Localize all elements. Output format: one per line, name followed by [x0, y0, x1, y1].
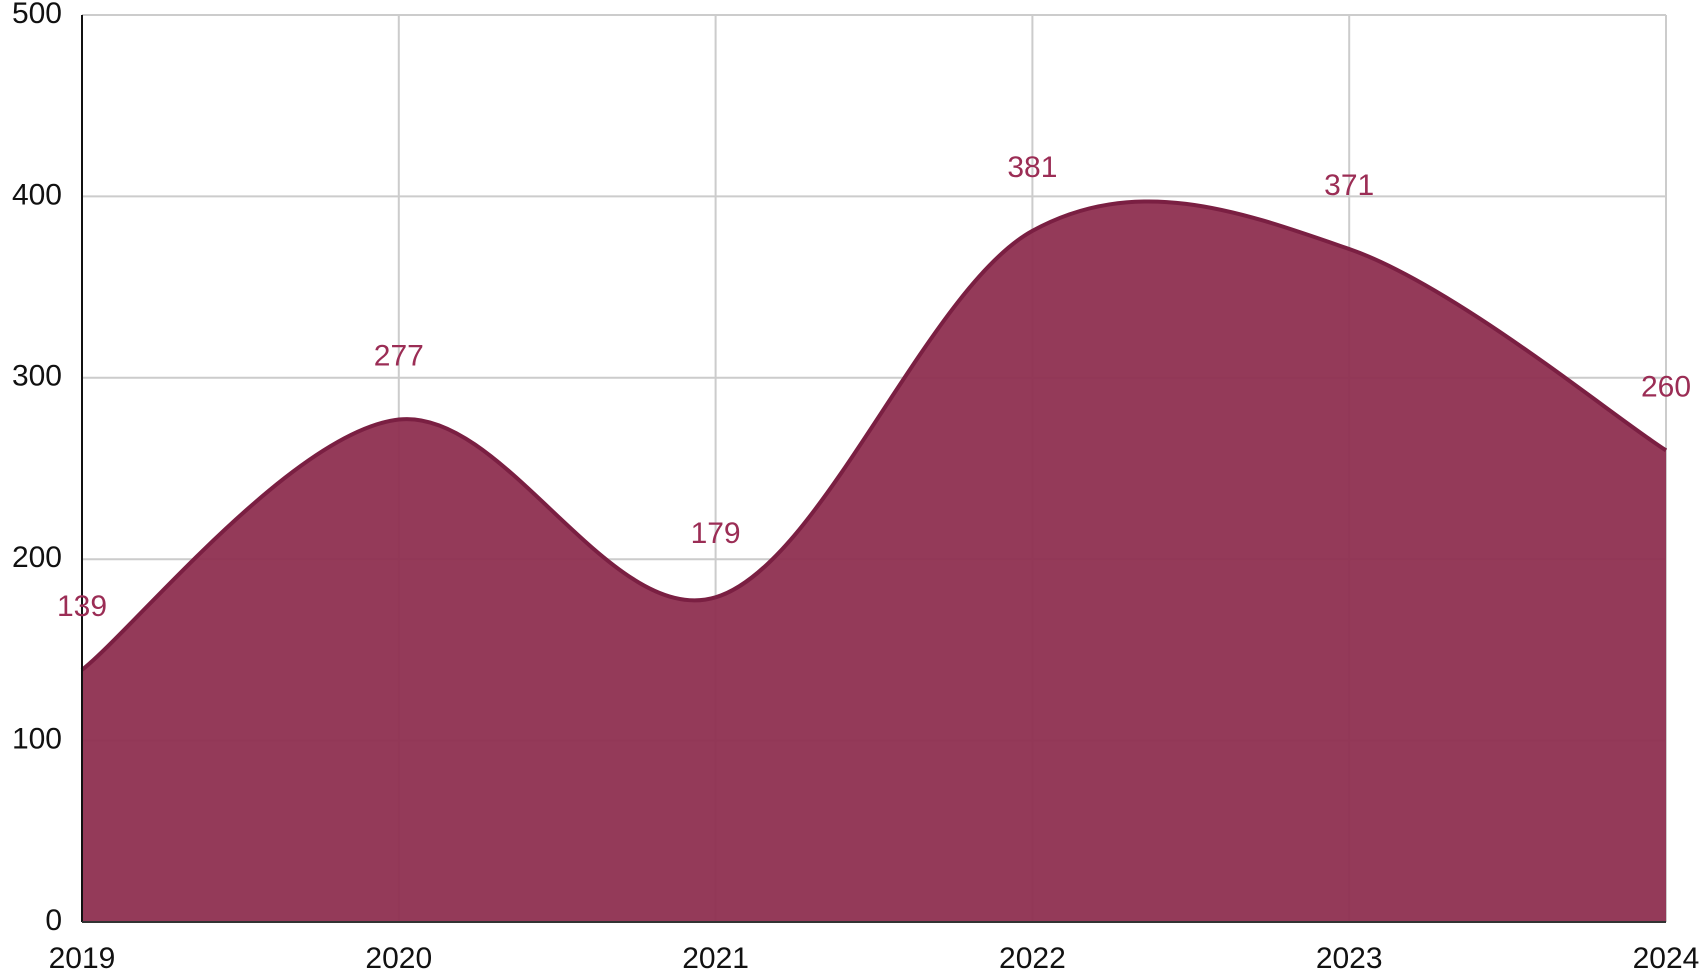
data-label: 277: [374, 339, 424, 372]
x-tick-label: 2020: [365, 942, 432, 975]
data-label: 139: [57, 590, 107, 623]
area-line: [80, 199, 1668, 672]
data-label: 179: [691, 517, 741, 550]
y-tick-label: 500: [12, 0, 62, 30]
data-label: 381: [1007, 151, 1057, 184]
x-tick-label: 2021: [682, 942, 749, 975]
y-tick-label: 100: [12, 723, 62, 756]
y-tick-label: 0: [45, 904, 62, 937]
data-label: 371: [1324, 169, 1374, 202]
x-tick-label: 2024: [1633, 942, 1700, 975]
y-tick-label: 200: [12, 541, 62, 574]
x-tick-label: 2023: [1316, 942, 1383, 975]
y-tick-label: 300: [12, 360, 62, 393]
data-label: 260: [1641, 370, 1691, 403]
x-tick-label: 2019: [49, 942, 116, 975]
area: [82, 201, 1666, 923]
y-tick-label: 400: [12, 178, 62, 211]
x-tick-label: 2022: [999, 942, 1066, 975]
